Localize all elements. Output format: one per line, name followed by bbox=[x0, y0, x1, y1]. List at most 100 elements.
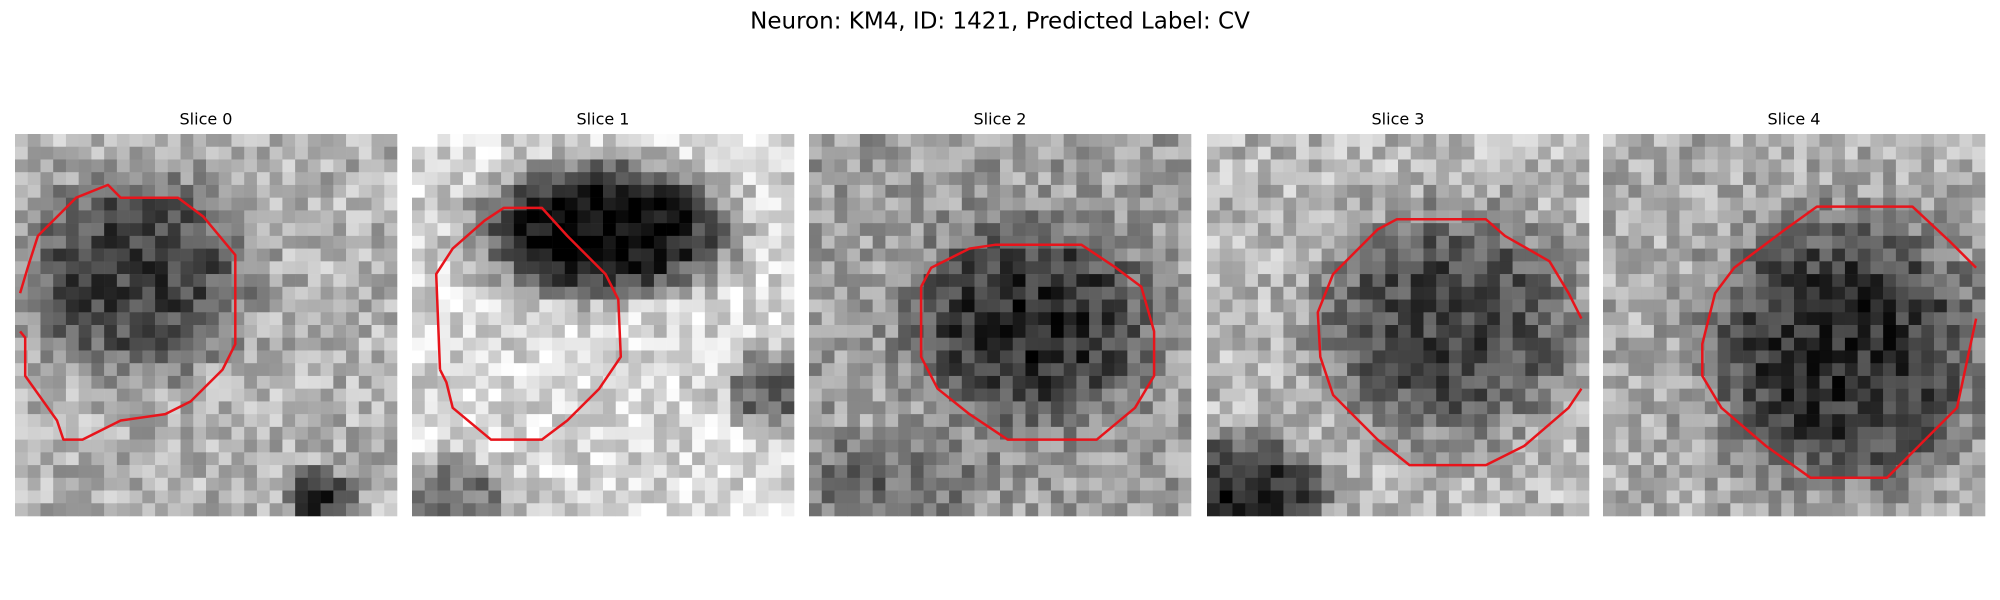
pixel bbox=[1768, 134, 1782, 148]
pixel bbox=[590, 146, 604, 160]
pixel bbox=[1512, 375, 1526, 389]
pixel bbox=[1730, 490, 1744, 504]
pixel bbox=[78, 375, 92, 389]
pixel bbox=[384, 172, 398, 186]
pixel bbox=[1089, 414, 1103, 428]
pixel bbox=[1883, 414, 1897, 428]
pixel bbox=[256, 223, 270, 237]
pixel bbox=[437, 388, 451, 402]
pixel bbox=[539, 490, 553, 504]
pixel bbox=[1436, 426, 1450, 440]
pixel bbox=[1576, 299, 1590, 313]
pixel bbox=[1908, 261, 1922, 275]
pixel bbox=[1743, 134, 1757, 148]
pixel bbox=[358, 172, 372, 186]
pixel bbox=[1296, 452, 1310, 466]
pixel bbox=[923, 414, 937, 428]
pixel bbox=[1385, 312, 1399, 326]
pixel bbox=[1563, 401, 1577, 415]
pixel bbox=[244, 223, 258, 237]
pixel bbox=[1140, 401, 1154, 415]
pixel bbox=[475, 465, 489, 479]
pixel bbox=[437, 146, 451, 160]
pixel bbox=[1076, 363, 1090, 377]
pixel bbox=[1921, 184, 1935, 198]
pixel bbox=[129, 363, 143, 377]
pixel bbox=[781, 184, 795, 198]
pixel bbox=[704, 503, 718, 517]
pixel bbox=[1563, 172, 1577, 186]
pixel bbox=[1050, 261, 1064, 275]
pixel bbox=[450, 490, 464, 504]
pixel bbox=[256, 375, 270, 389]
pixel bbox=[1870, 439, 1884, 453]
pixel bbox=[475, 452, 489, 466]
pixel bbox=[1025, 363, 1039, 377]
pixel bbox=[155, 337, 169, 351]
pixel bbox=[1730, 159, 1744, 173]
pixel bbox=[1308, 197, 1322, 211]
pixel bbox=[1385, 172, 1399, 186]
pixel bbox=[1895, 172, 1909, 186]
pixel bbox=[1972, 235, 1986, 249]
pixel bbox=[1152, 159, 1166, 173]
pixel bbox=[1615, 375, 1629, 389]
pixel bbox=[872, 388, 886, 402]
pixel bbox=[1474, 503, 1488, 517]
pixel bbox=[78, 210, 92, 224]
pixel bbox=[450, 414, 464, 428]
pixel bbox=[949, 146, 963, 160]
pixel bbox=[1410, 235, 1424, 249]
pixel bbox=[1461, 248, 1475, 262]
pixel bbox=[1257, 401, 1271, 415]
pixel bbox=[269, 490, 283, 504]
pixel bbox=[1857, 414, 1871, 428]
pixel bbox=[244, 197, 258, 211]
pixel bbox=[155, 388, 169, 402]
pixel bbox=[1934, 197, 1948, 211]
pixel bbox=[1245, 452, 1259, 466]
pixel bbox=[1755, 401, 1769, 415]
pixel bbox=[961, 452, 975, 466]
pixel bbox=[1755, 184, 1769, 198]
pixel bbox=[1730, 210, 1744, 224]
pixel bbox=[949, 184, 963, 198]
pixel bbox=[1730, 337, 1744, 351]
pixel bbox=[809, 197, 823, 211]
pixel bbox=[1012, 248, 1026, 262]
pixel bbox=[180, 465, 194, 479]
pixel bbox=[1895, 223, 1909, 237]
pixel bbox=[755, 337, 769, 351]
pixel bbox=[1076, 184, 1090, 198]
pixel bbox=[1563, 426, 1577, 440]
pixel bbox=[847, 363, 861, 377]
pixel bbox=[1857, 312, 1871, 326]
pixel bbox=[40, 146, 54, 160]
pixel bbox=[1347, 490, 1361, 504]
pixel bbox=[1525, 490, 1539, 504]
pixel bbox=[1781, 439, 1795, 453]
pixel bbox=[1436, 223, 1450, 237]
pixel bbox=[1959, 146, 1973, 160]
pixel bbox=[1140, 146, 1154, 160]
pixel bbox=[1512, 414, 1526, 428]
pixel bbox=[1207, 426, 1221, 440]
pixel bbox=[1219, 146, 1233, 160]
pixel bbox=[1012, 134, 1026, 148]
pixel bbox=[1755, 197, 1769, 211]
pixel bbox=[1603, 299, 1617, 313]
pixel bbox=[1794, 223, 1808, 237]
pixel bbox=[1768, 286, 1782, 300]
pixel bbox=[269, 337, 283, 351]
pixel bbox=[333, 490, 347, 504]
pixel bbox=[1692, 426, 1706, 440]
pixel bbox=[15, 286, 29, 300]
pixel bbox=[1296, 172, 1310, 186]
pixel bbox=[1140, 350, 1154, 364]
pixel bbox=[1895, 312, 1909, 326]
pixel bbox=[974, 184, 988, 198]
pixel bbox=[641, 210, 655, 224]
pixel bbox=[206, 146, 220, 160]
pixel bbox=[1883, 350, 1897, 364]
pixel bbox=[1743, 465, 1757, 479]
